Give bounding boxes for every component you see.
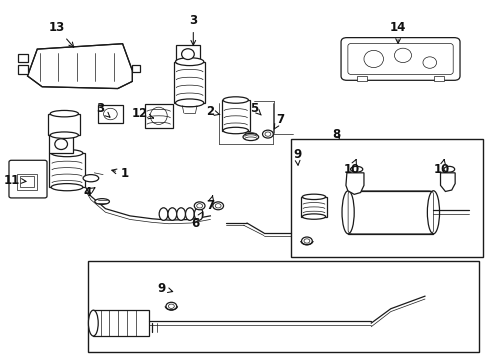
Text: 8: 8	[331, 127, 340, 141]
Ellipse shape	[223, 97, 248, 103]
Ellipse shape	[301, 237, 312, 245]
Text: 7: 7	[206, 196, 214, 212]
Bar	[88, 261, 478, 352]
Bar	[98, 105, 122, 123]
Ellipse shape	[394, 48, 411, 63]
Ellipse shape	[168, 304, 174, 309]
Polygon shape	[18, 54, 27, 62]
Ellipse shape	[243, 134, 258, 140]
Bar	[356, 76, 366, 81]
Bar	[347, 191, 432, 234]
Polygon shape	[18, 65, 27, 74]
FancyBboxPatch shape	[347, 43, 452, 75]
Bar	[20, 176, 34, 187]
Ellipse shape	[103, 108, 117, 120]
Ellipse shape	[363, 50, 383, 68]
Ellipse shape	[51, 149, 82, 157]
Ellipse shape	[165, 302, 176, 310]
Text: 3: 3	[189, 14, 197, 45]
Text: 1: 1	[112, 167, 129, 180]
Ellipse shape	[427, 191, 439, 234]
Ellipse shape	[196, 204, 202, 208]
Bar	[49, 135, 73, 153]
Ellipse shape	[215, 204, 221, 208]
Ellipse shape	[51, 184, 82, 191]
Bar	[433, 76, 444, 81]
Ellipse shape	[159, 208, 167, 220]
Ellipse shape	[175, 58, 203, 66]
Ellipse shape	[95, 199, 109, 204]
Ellipse shape	[176, 208, 185, 220]
Polygon shape	[132, 65, 140, 72]
Bar	[48, 114, 80, 135]
Ellipse shape	[341, 191, 353, 234]
Ellipse shape	[150, 107, 167, 125]
Ellipse shape	[350, 166, 362, 172]
Polygon shape	[345, 173, 363, 194]
Bar	[221, 100, 249, 131]
Bar	[300, 197, 327, 217]
Bar	[176, 45, 199, 63]
Text: 3: 3	[97, 103, 110, 117]
Text: 6: 6	[191, 212, 202, 230]
Polygon shape	[27, 44, 132, 89]
Text: 10: 10	[433, 159, 449, 176]
Ellipse shape	[264, 132, 270, 136]
Text: 5: 5	[250, 102, 261, 115]
Ellipse shape	[194, 202, 204, 210]
Ellipse shape	[181, 49, 194, 59]
Text: 12: 12	[131, 107, 153, 120]
Bar	[173, 62, 205, 103]
Text: 9: 9	[157, 282, 172, 295]
FancyBboxPatch shape	[340, 38, 459, 80]
Ellipse shape	[194, 208, 203, 220]
Bar	[17, 174, 37, 190]
Ellipse shape	[443, 166, 454, 172]
Ellipse shape	[422, 57, 436, 68]
Text: 2: 2	[206, 105, 220, 118]
Ellipse shape	[50, 132, 78, 138]
Ellipse shape	[175, 99, 203, 107]
Ellipse shape	[212, 202, 223, 210]
Ellipse shape	[302, 194, 325, 199]
Text: 7: 7	[274, 113, 284, 129]
Ellipse shape	[83, 175, 99, 182]
Text: 10: 10	[343, 159, 359, 176]
Bar	[290, 139, 483, 257]
Ellipse shape	[185, 208, 194, 220]
Ellipse shape	[167, 208, 176, 220]
Ellipse shape	[55, 139, 67, 149]
FancyBboxPatch shape	[9, 160, 47, 198]
Text: 11: 11	[3, 174, 26, 186]
Ellipse shape	[223, 127, 248, 134]
Ellipse shape	[50, 111, 78, 117]
Text: 9: 9	[292, 148, 301, 165]
Ellipse shape	[302, 214, 325, 219]
Ellipse shape	[304, 239, 309, 243]
Ellipse shape	[262, 130, 273, 138]
Bar	[49, 153, 84, 187]
Text: 14: 14	[389, 21, 406, 43]
Ellipse shape	[88, 310, 98, 336]
Bar	[93, 310, 149, 336]
Polygon shape	[440, 173, 454, 192]
Text: 4: 4	[83, 186, 95, 199]
Text: 13: 13	[48, 21, 74, 47]
Bar	[144, 104, 172, 128]
